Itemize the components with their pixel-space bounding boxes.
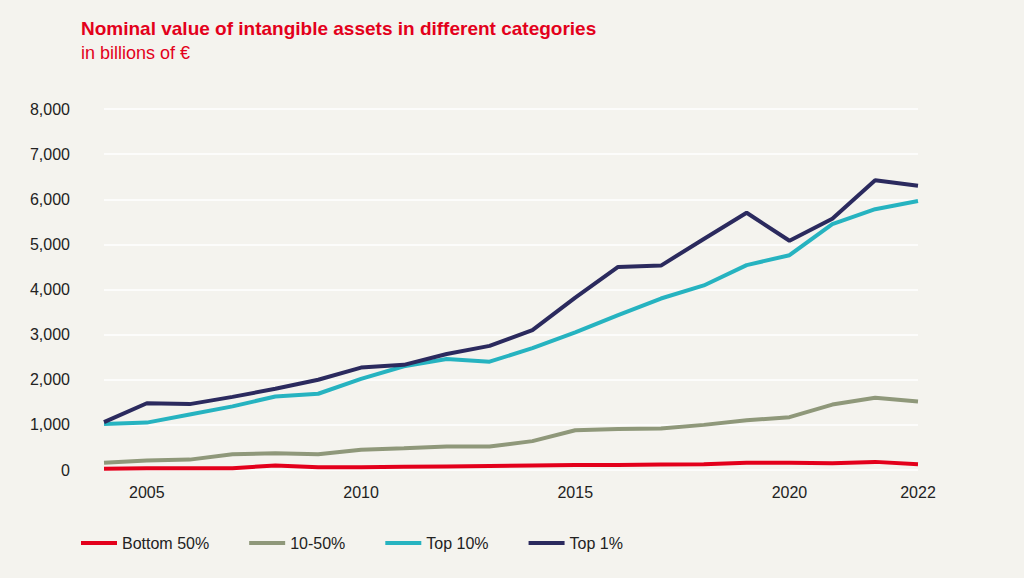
svg-text:5,000: 5,000: [30, 236, 70, 253]
svg-text:2,000: 2,000: [30, 371, 70, 388]
svg-text:0: 0: [61, 462, 70, 479]
svg-text:2020: 2020: [772, 484, 808, 501]
svg-text:Top 10%: Top 10%: [426, 535, 488, 552]
svg-text:1,000: 1,000: [30, 416, 70, 433]
svg-text:2022: 2022: [900, 484, 936, 501]
svg-text:3,000: 3,000: [30, 326, 70, 343]
svg-text:8,000: 8,000: [30, 101, 70, 118]
svg-text:Bottom 50%: Bottom 50%: [122, 535, 209, 552]
svg-text:2015: 2015: [557, 484, 593, 501]
svg-text:10-50%: 10-50%: [290, 535, 345, 552]
svg-text:6,000: 6,000: [30, 191, 70, 208]
svg-text:7,000: 7,000: [30, 146, 70, 163]
svg-text:in billions of €: in billions of €: [81, 43, 190, 63]
svg-text:2005: 2005: [129, 484, 165, 501]
svg-text:Top 1%: Top 1%: [570, 535, 623, 552]
svg-text:2010: 2010: [343, 484, 379, 501]
svg-text:4,000: 4,000: [30, 281, 70, 298]
svg-text:Nominal value of intangible as: Nominal value of intangible assets in di…: [81, 18, 596, 39]
